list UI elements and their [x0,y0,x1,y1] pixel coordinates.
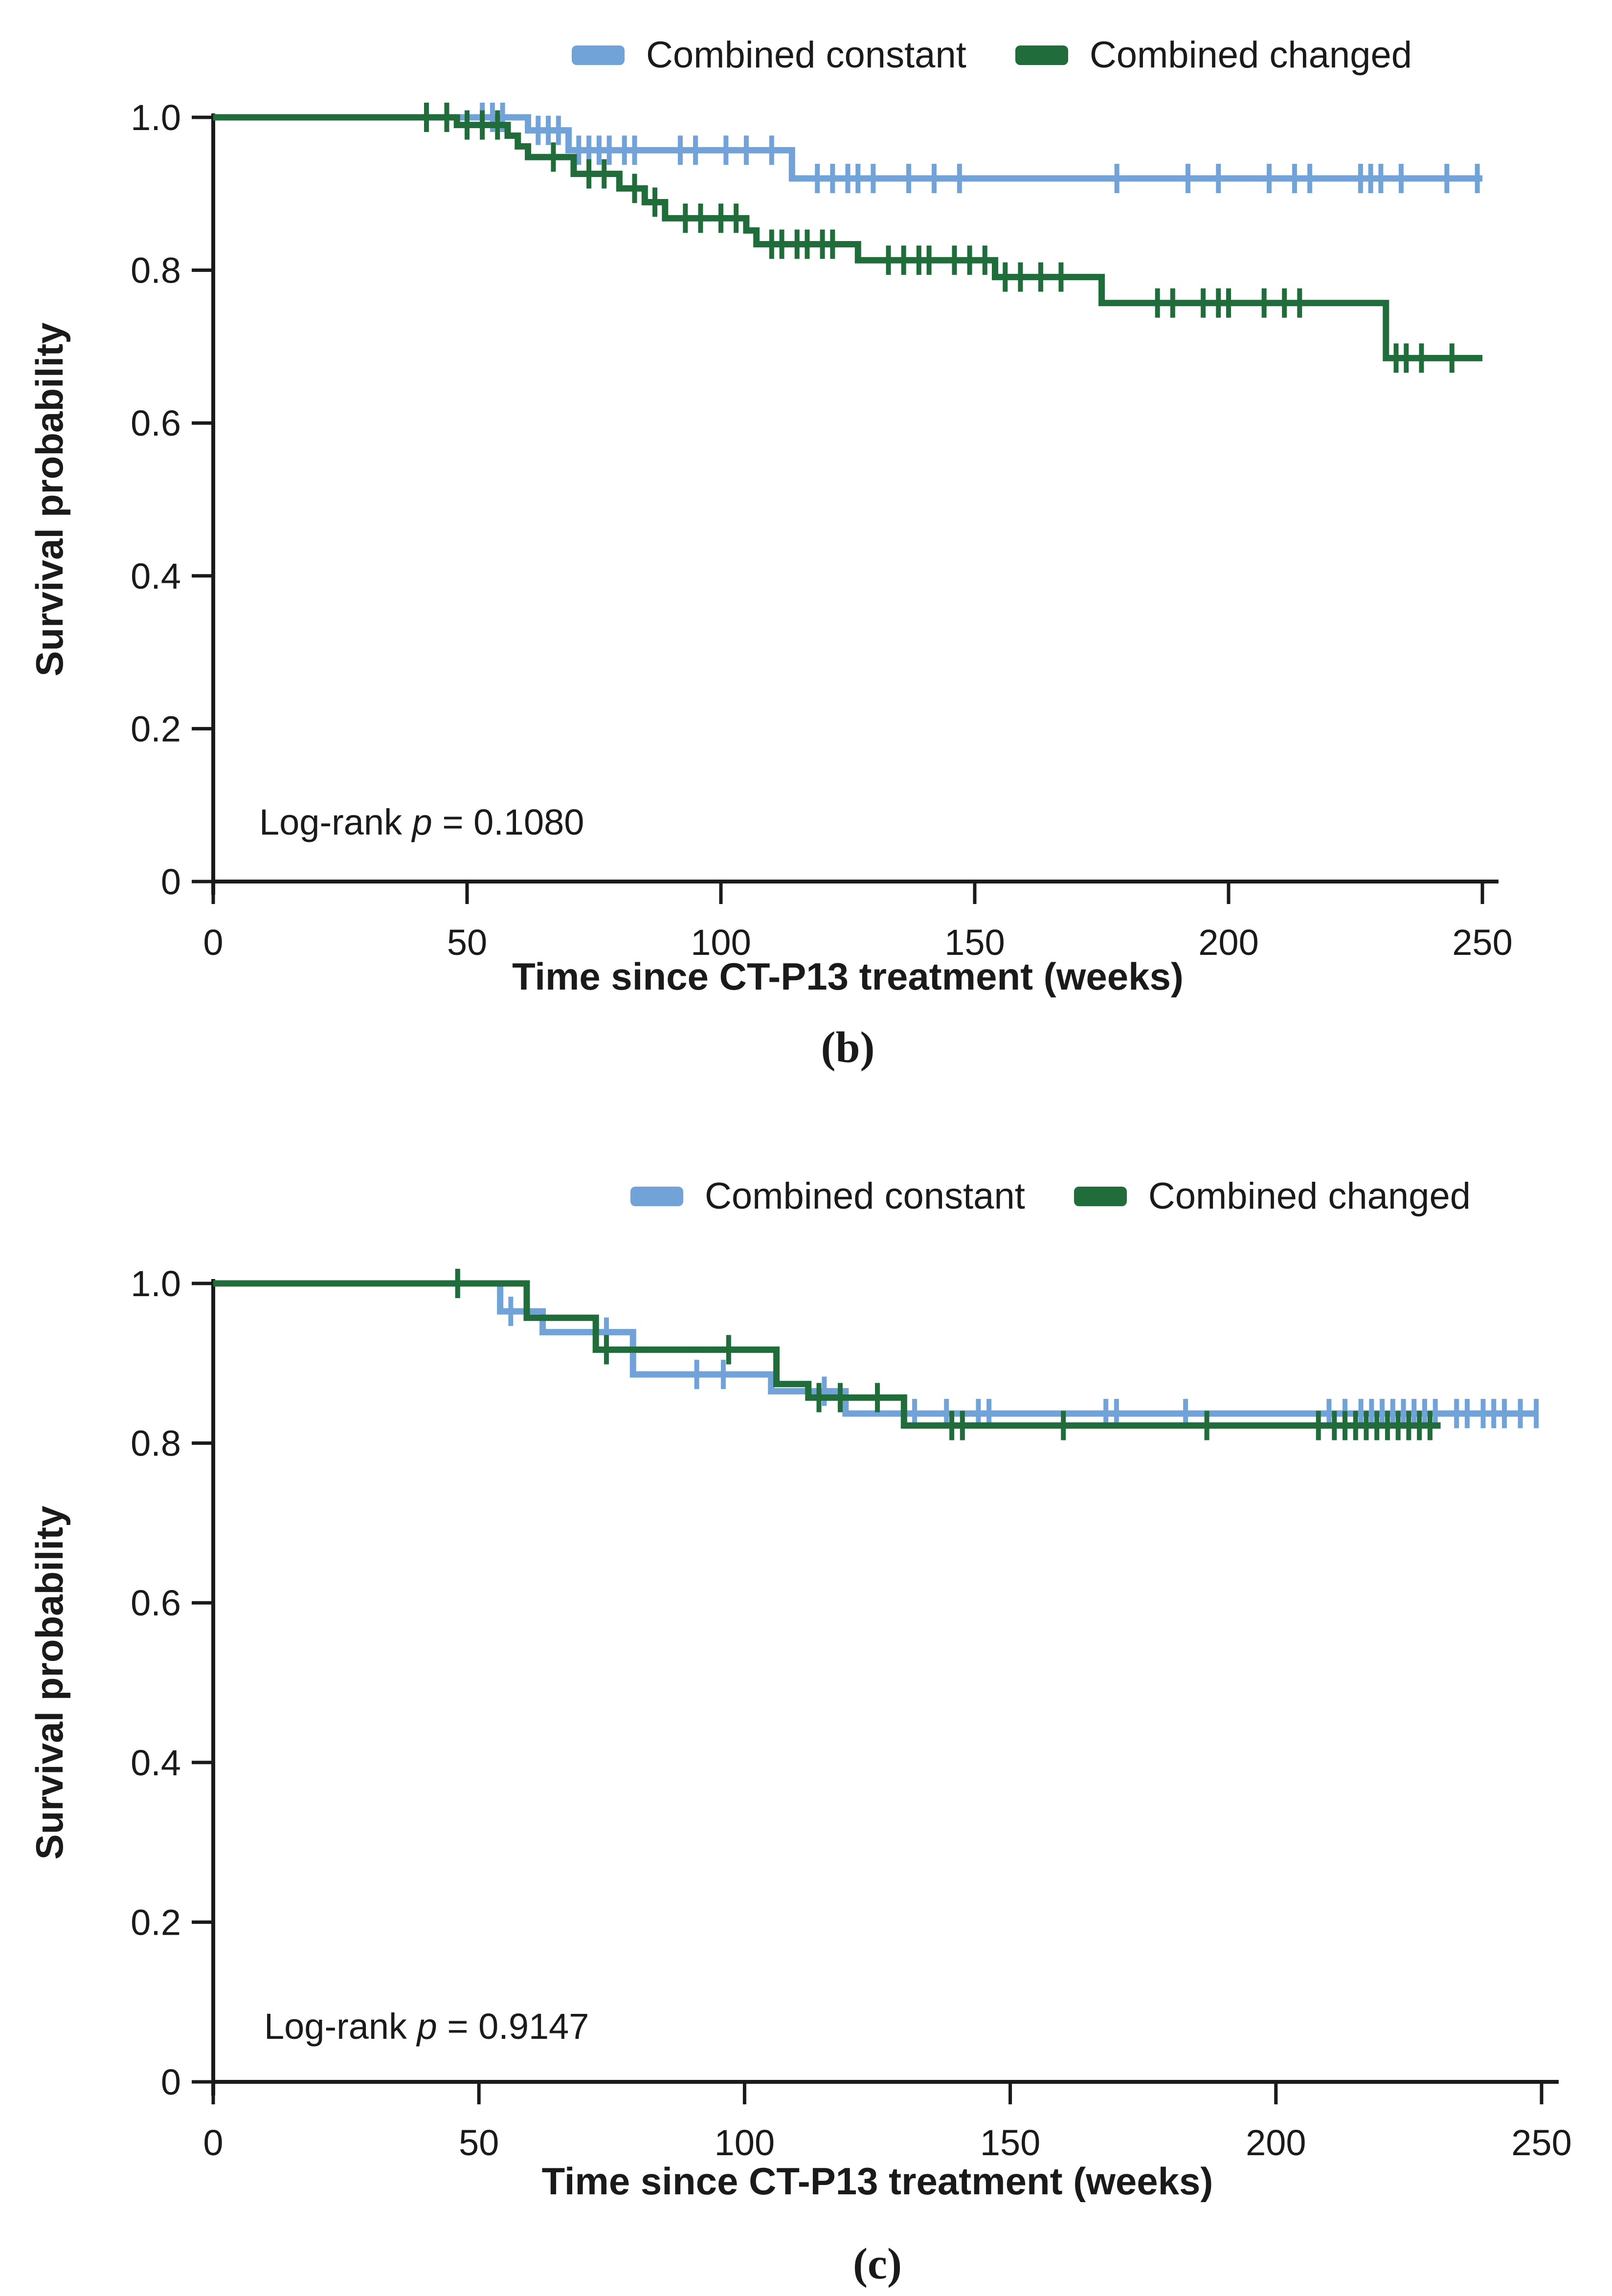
legend-item-combined-constant: Combined constant [630,1178,1025,1215]
y-tick-label: 0.6 [131,1583,181,1623]
logrank-annotation-c: Log-rank p = 0.9147 [264,2009,589,2045]
y-axis-title: Survival probability [28,1506,71,1860]
legend-swatch-combined-changed-icon [1074,1187,1127,1206]
x-tick-label: 0 [203,922,223,963]
x-tick-label: 150 [980,2122,1040,2163]
legend-item-combined-changed: Combined changed [1074,1178,1471,1215]
x-axis-title-b: Time since CT-P13 treatment (weeks) [512,955,1184,998]
x-tick-label: 150 [944,922,1005,963]
km-series-combined-constant [213,103,1482,194]
logrank-annotation-b: Log-rank p = 0.1080 [259,804,584,840]
legend-swatch-combined-changed-icon [1015,45,1068,65]
y-axis-title: Survival probability [28,323,71,677]
y-tick-label: 1.0 [131,1263,181,1304]
x-axis-title-c: Time since CT-P13 treatment (weeks) [541,2160,1213,2203]
survival-curve [213,1280,1441,1429]
survival-curve [213,114,1482,361]
y-tick-label: 0.2 [131,1902,181,1943]
panel-caption-b: (b) [821,1023,875,1072]
logrank-value: = 0.9147 [437,2006,589,2047]
legend-label-combined-constant: Combined constant [646,34,966,76]
legend-label-combined-constant: Combined constant [705,1175,1025,1217]
legend-label-combined-changed: Combined changed [1148,1175,1471,1217]
axes: 1.0 0.8 0.6 0.4 0.2 00 50 100 150 200 250 [131,97,1513,963]
x-tick-label: 250 [1452,922,1512,963]
logrank-prefix: Log-rank [264,2006,417,2047]
legend-swatch-combined-constant-icon [572,45,625,65]
x-tick-label: 200 [1198,922,1258,963]
y-tick-label: 0.8 [131,1423,181,1464]
y-tick-label: 0.4 [131,1743,181,1783]
legend-panel-b: Combined constant Combined changed [0,28,1612,82]
survival-curve [213,114,1482,182]
logrank-p-symbol: p [412,802,432,842]
x-tick-label: 100 [715,2122,775,2163]
legend-item-combined-constant: Combined constant [572,37,966,74]
x-tick-label: 100 [691,922,751,963]
y-tick-label: 0.8 [131,250,181,291]
x-tick-label: 200 [1246,2122,1306,2163]
y-tick-label: 0.2 [131,708,181,749]
axes: 1.0 0.8 0.6 0.4 0.2 00 50 100 150 200 250 [131,1263,1572,2163]
panel-caption-c: (c) [853,2240,902,2288]
legend-panel-c: Combined constant Combined changed [0,1170,1612,1223]
y-tick-label: 0 [161,861,181,902]
y-tick-label: 0.4 [131,556,181,596]
km-series-combined-constant [213,1269,1539,1429]
km-series-combined-changed [213,1269,1441,1440]
survival-curve [213,1280,1537,1417]
x-tick-label: 50 [459,2122,499,2163]
legend-swatch-combined-constant-icon [630,1187,683,1206]
logrank-p-symbol: p [417,2006,437,2047]
legend-label-combined-changed: Combined changed [1089,34,1412,76]
y-tick-label: 0.6 [131,403,181,443]
x-tick-label: 0 [203,2122,223,2163]
y-tick-label: 0 [161,2062,181,2102]
x-tick-label: 250 [1511,2122,1571,2163]
logrank-value: = 0.1080 [432,802,584,842]
km-chart-panel-c: 1.0 0.8 0.6 0.4 0.2 00 50 100 150 200 250 Survival … [28,1263,1572,2163]
km-series-combined-changed [213,103,1482,373]
logrank-prefix: Log-rank [259,802,412,842]
km-chart-panel-b: 1.0 0.8 0.6 0.4 0.2 00 50 100 150 200 250 Survival … [28,97,1513,963]
x-tick-label: 50 [447,922,487,963]
legend-item-combined-changed: Combined changed [1015,37,1412,74]
y-tick-label: 1.0 [131,97,181,138]
